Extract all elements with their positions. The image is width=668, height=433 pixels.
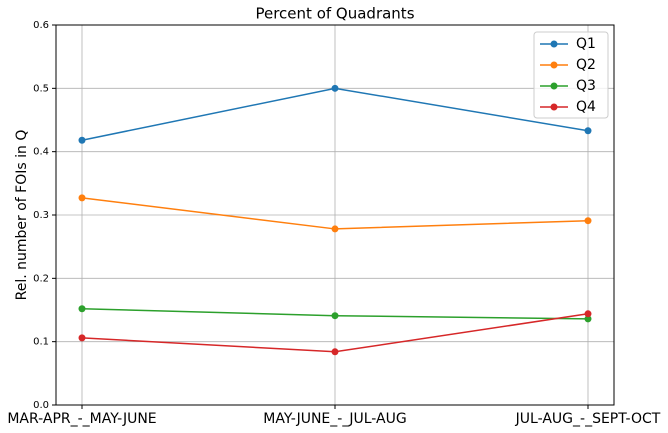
legend-marker xyxy=(550,103,558,111)
y-tick-label: 0.0 xyxy=(33,400,49,411)
y-tick-label: 0.2 xyxy=(33,273,49,284)
point xyxy=(584,315,592,323)
point xyxy=(78,334,86,342)
legend-marker xyxy=(550,82,558,90)
legend-label: Q2 xyxy=(576,57,596,73)
x-tick-label: MAY-JUNE_-_JUL-AUG xyxy=(263,411,406,427)
plot-frame xyxy=(55,24,615,406)
legend-label: Q4 xyxy=(576,99,596,115)
point xyxy=(78,136,86,144)
legend-marker xyxy=(550,61,558,69)
legend-label: Q1 xyxy=(576,36,596,52)
legend-label: Q3 xyxy=(576,78,596,94)
y-tick-label: 0.3 xyxy=(33,210,49,221)
legend-box xyxy=(533,31,609,119)
point xyxy=(584,127,592,135)
point xyxy=(331,84,339,92)
chart-title: Percent of Quadrants xyxy=(255,5,414,23)
point xyxy=(584,310,592,318)
x-tick-label: JUL-AUG_-_SEPT-OCT xyxy=(515,411,661,427)
point xyxy=(78,305,86,313)
y-tick-label: 0.4 xyxy=(33,147,49,158)
point xyxy=(584,217,592,225)
x-tick-label: MAR-APR_-_MAY-JUNE xyxy=(7,411,156,427)
y-tick-label: 0.5 xyxy=(33,83,49,94)
point xyxy=(331,348,339,356)
point xyxy=(331,225,339,233)
y-axis-label: Rel. number of FOIs in Q xyxy=(14,130,30,301)
legend-marker xyxy=(550,40,558,48)
point xyxy=(331,312,339,320)
y-tick-label: 0.1 xyxy=(33,337,49,348)
point xyxy=(78,194,86,202)
y-tick-label: 0.6 xyxy=(33,20,49,31)
